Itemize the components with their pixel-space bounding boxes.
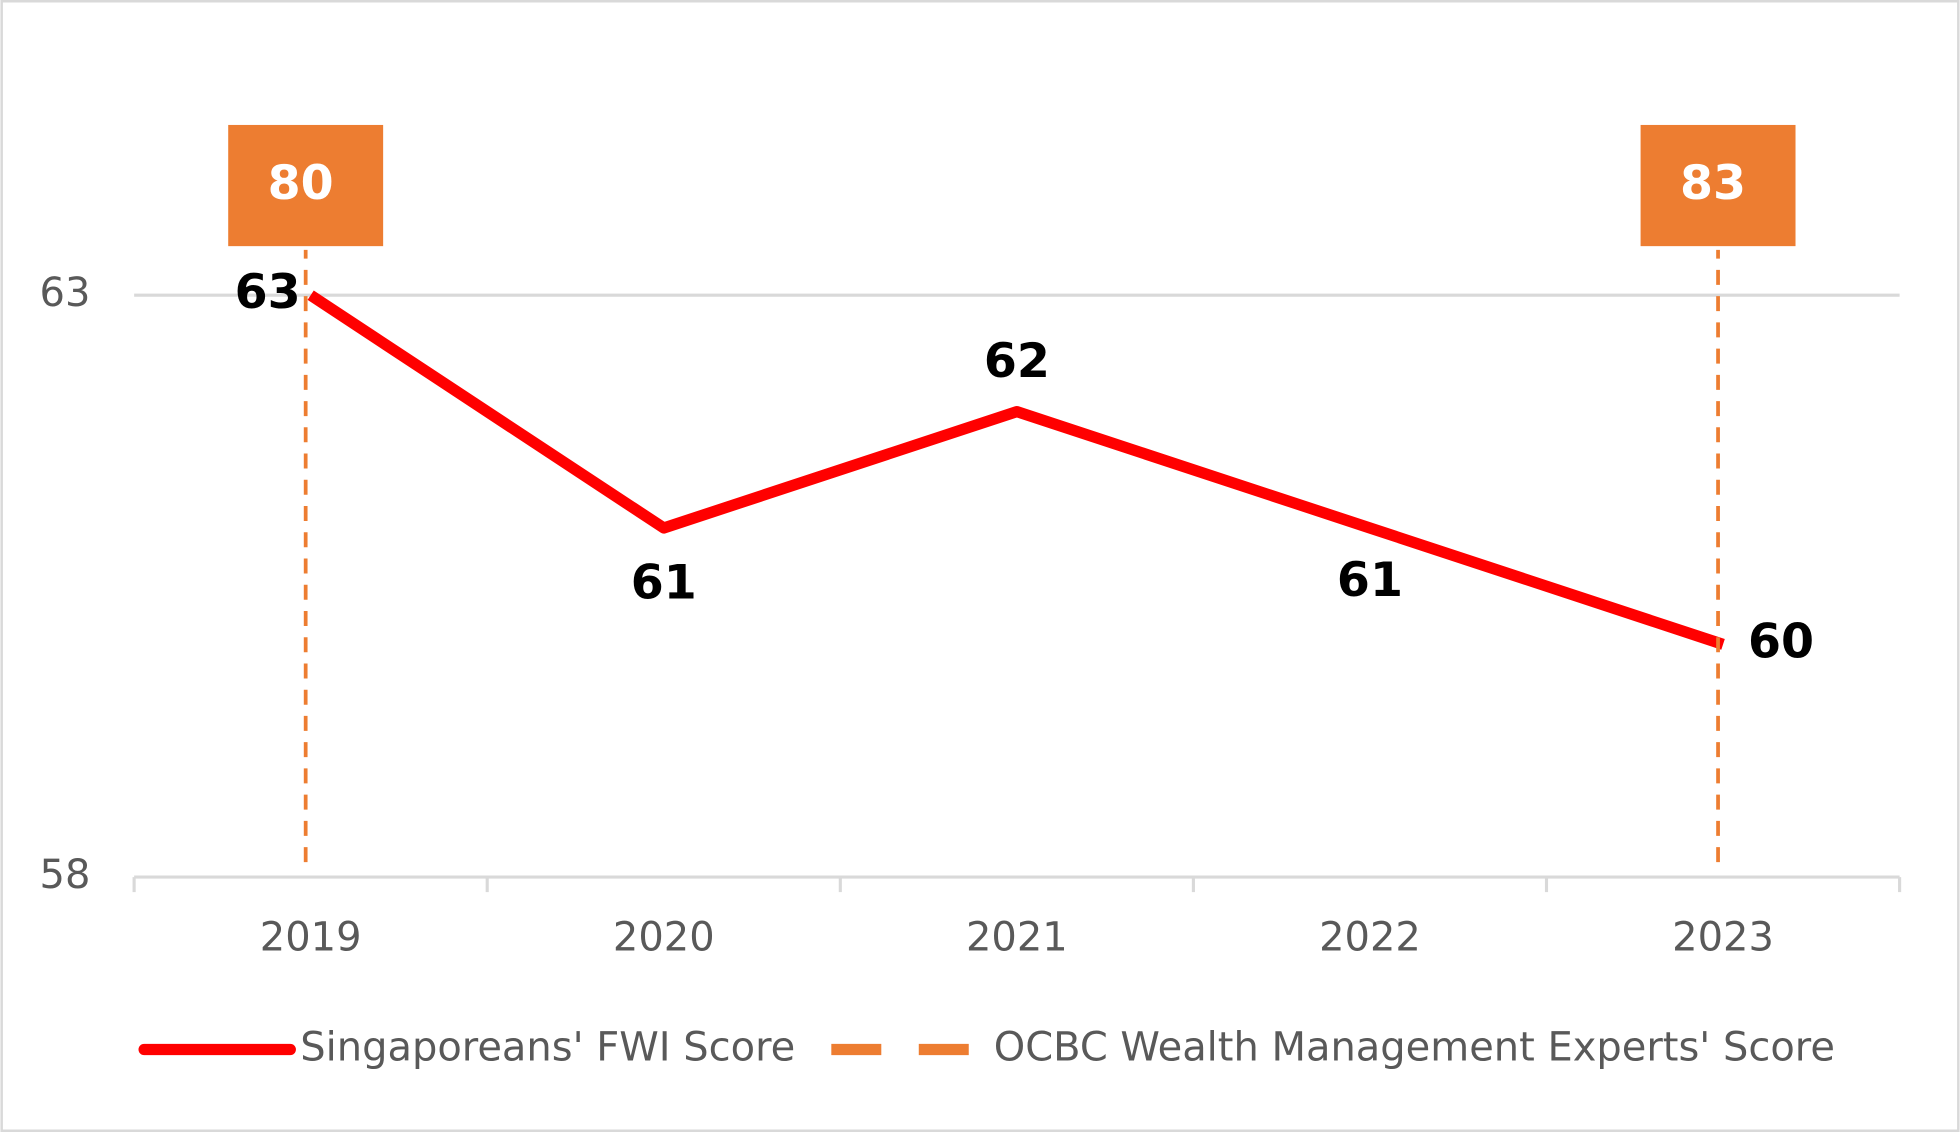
expert-label-box (1640, 124, 1796, 247)
x-tick-label: 2022 (1319, 915, 1421, 961)
x-tick-label: 2020 (613, 915, 715, 961)
fwi-data-label: 60 (1748, 614, 1814, 669)
y-tick-label: 63 (40, 270, 91, 316)
legend-label: Singaporeans' FWI Score (300, 1025, 795, 1071)
x-tick-label: 2023 (1672, 915, 1774, 961)
y-tick-label: 58 (40, 852, 91, 898)
x-tick-label: 2021 (966, 915, 1068, 961)
expert-data-label: 80 (268, 156, 334, 211)
fwi-line (307, 290, 1725, 650)
x-tick-label: 2019 (260, 915, 362, 961)
fwi-data-label: 61 (1337, 553, 1403, 608)
fwi-data-label: 63 (235, 265, 301, 320)
expert-data-label: 83 (1680, 156, 1746, 211)
fwi-data-label: 61 (631, 555, 697, 610)
fwi-data-label: 62 (984, 334, 1050, 389)
expert-label-box (228, 124, 384, 247)
legend-label: OCBC Wealth Management Experts' Score (994, 1025, 1835, 1071)
